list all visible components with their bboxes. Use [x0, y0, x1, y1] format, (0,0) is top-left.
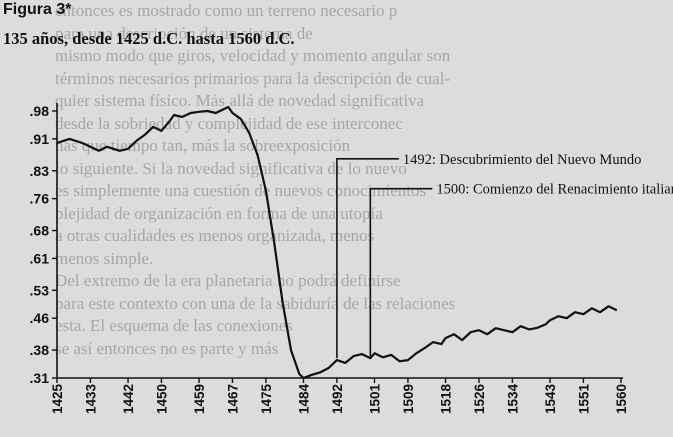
background-text-line: se así entonces no es parte y más	[55, 338, 279, 358]
x-tick-label: 1467	[225, 384, 240, 414]
y-tick-label: .46	[30, 310, 50, 326]
background-text-line: para una descripción de un sistema de	[55, 23, 313, 43]
x-tick-label: 1501	[368, 384, 383, 415]
x-tick-label: 1442	[121, 384, 136, 414]
x-tick-label: 1484	[296, 384, 311, 415]
annotation-leader	[336, 157, 399, 359]
series-line	[56, 105, 618, 380]
x-tick-label: 1526	[472, 384, 487, 415]
y-tick-label: .61	[30, 250, 50, 266]
figure-label: Figura 3*	[3, 1, 72, 18]
chart-title: 135 años, desde 1425 d.C. hasta 1560 d.C…	[3, 29, 295, 48]
x-axis-ticks: 1425 1433 1442 1450 1459 1467 1475 1484 1492 1501…	[50, 378, 629, 414]
x-tick-label: 1475	[259, 384, 274, 415]
y-tick-label: .38	[30, 342, 50, 358]
background-text-line: nas que tiempo tan, más la sobreexposici…	[55, 136, 351, 155]
x-tick-label: 1450	[154, 384, 169, 414]
background-text-line: términos necesarios primarios para la de…	[55, 68, 451, 88]
y-tick-label: .53	[30, 282, 50, 298]
background-text-line: esta. El esquema de las conexiones	[55, 316, 293, 335]
background-text-line: menos simple.	[55, 248, 154, 268]
background-text-line: es simplemente una cuestión de nuevos co…	[55, 181, 427, 200]
background-text-line: entonces es mostrado como un terreno nec…	[55, 1, 398, 20]
y-tick-label: .76	[30, 191, 50, 207]
background-text-line: lo siguiente. Si la novedad significativ…	[55, 158, 407, 178]
x-tick-label: 1534	[505, 384, 520, 415]
background-text-line: a otras cualidades es menos organizada, …	[55, 226, 375, 245]
annotation-label: 1492: Descubrimiento del Nuevo Mundo	[403, 152, 641, 168]
x-tick-label: 1459	[192, 384, 207, 414]
annotation-leader	[369, 187, 433, 357]
x-tick-label: 1543	[543, 384, 558, 415]
background-text-line: mismo modo que giros, velocidad y moment…	[55, 46, 451, 65]
x-tick-label: 1433	[83, 384, 98, 415]
y-tick-label: .83	[30, 163, 50, 179]
x-tick-label: 1425	[50, 384, 65, 415]
background-text-line: plejidad de organización en forma de una…	[55, 203, 383, 223]
y-tick-label: .98	[30, 103, 50, 119]
background-text-line: quier sistema físico. Más allá de noveda…	[55, 91, 425, 110]
x-tick-label: 1509	[401, 384, 416, 414]
y-tick-label: .31	[30, 370, 50, 386]
series-group	[56, 105, 618, 380]
x-tick-label: 1492	[330, 384, 345, 414]
x-tick-label: 1551	[576, 384, 591, 415]
chart-axes	[56, 103, 623, 379]
y-axis-ticks: .31 .38 .46 .53 .61 .68 .76 .83 .91 .98	[30, 103, 57, 386]
x-tick-label: 1518	[439, 384, 454, 415]
background-text-line: para este contexto con una de la sabidur…	[55, 293, 456, 313]
x-tick-label: 1560	[614, 384, 629, 414]
y-tick-label: .68	[30, 223, 50, 239]
y-tick-label: .91	[30, 131, 50, 147]
background-text-line: Del extremo de la era planetaria no podr…	[55, 271, 401, 290]
background-text-line: desde la sobriedad y complejidad de ese …	[55, 113, 403, 133]
annotations-group: 1492: Descubrimiento del Nuevo Mundo 1500…	[336, 152, 673, 359]
annotation-label: 1500: Comienzo del Renacimiento italiano	[436, 182, 673, 198]
